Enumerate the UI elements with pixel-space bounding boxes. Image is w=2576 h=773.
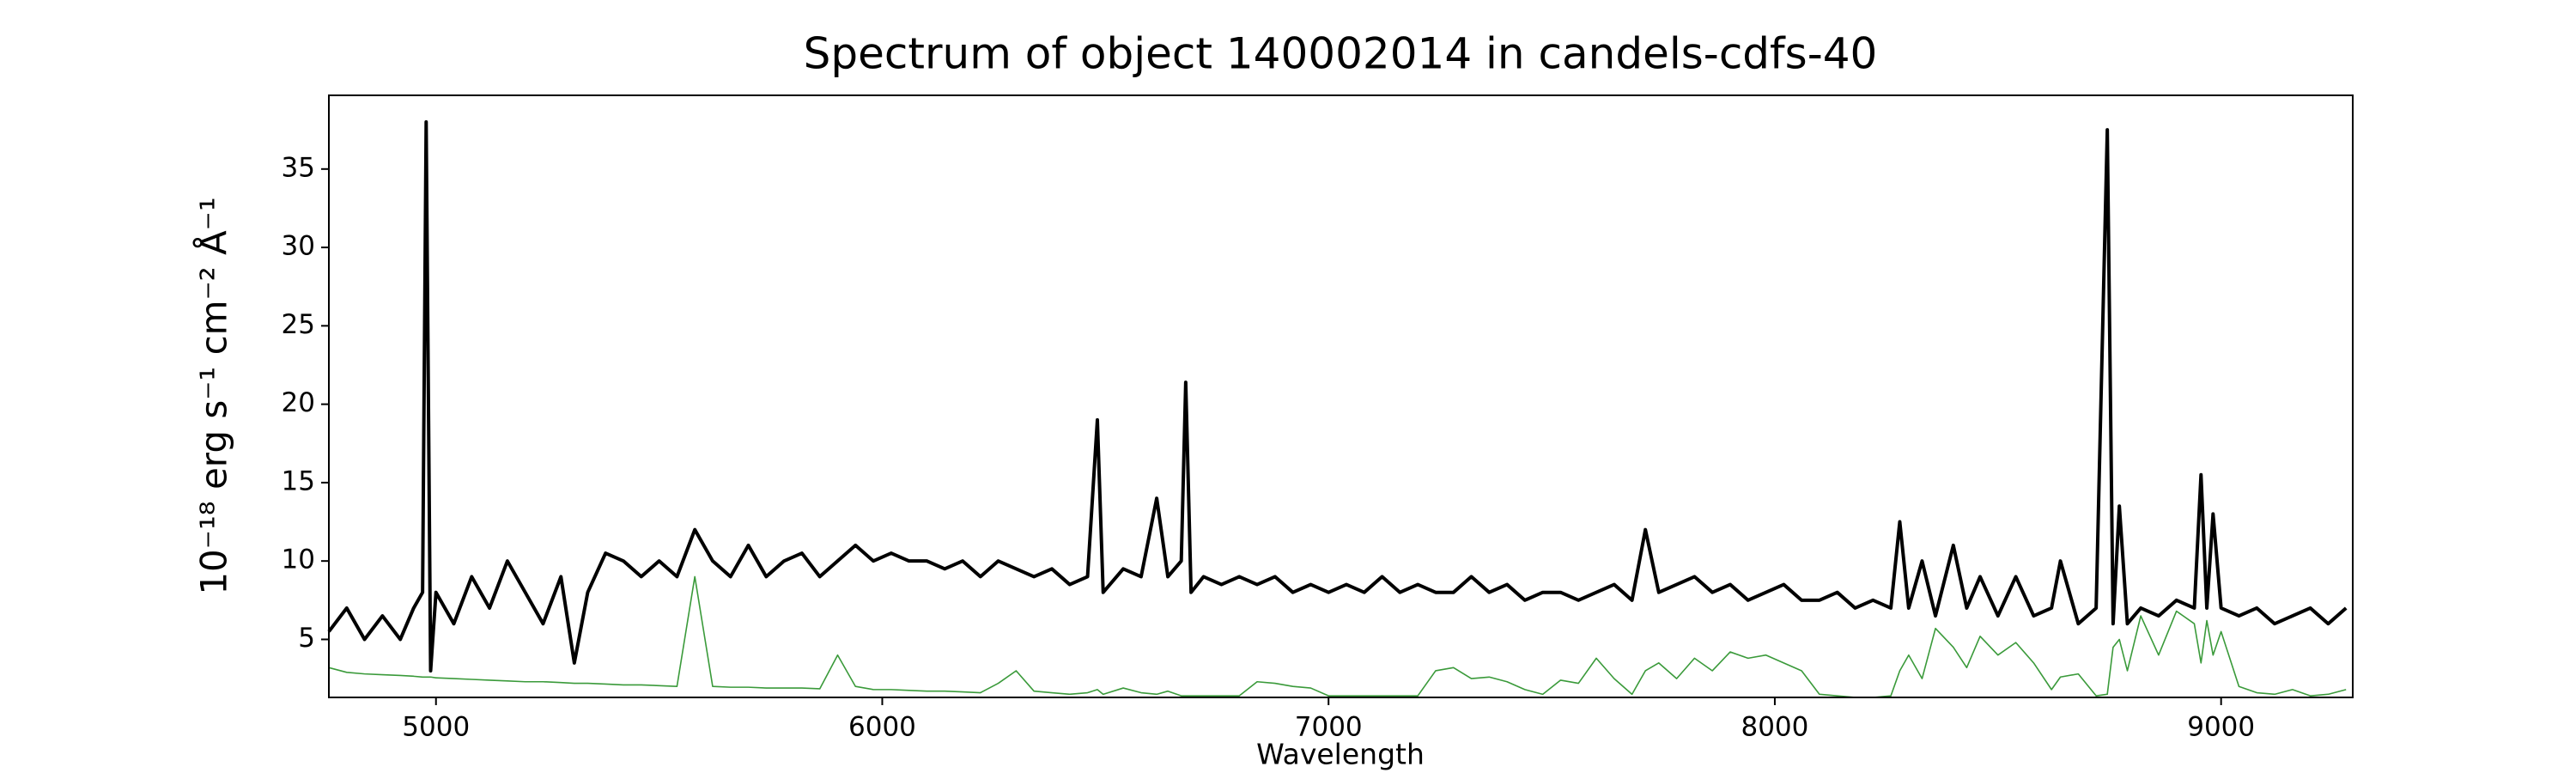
x-tick-label: 5000	[402, 712, 470, 743]
x-tick-label: 6000	[848, 712, 916, 743]
x-axis-label: Wavelength	[1256, 738, 1425, 771]
chart-title: Spectrum of object 140002014 in candels-…	[804, 29, 1878, 79]
spectrum-line	[328, 575, 2347, 698]
x-tick-label: 8000	[1741, 712, 1808, 743]
y-tick-label: 15	[282, 466, 315, 496]
y-tick-label: 5	[298, 623, 315, 654]
y-tick-label: 30	[282, 231, 315, 262]
plot-frame	[328, 94, 2354, 698]
y-axis-label: 10⁻¹⁸ erg s⁻¹ cm⁻² Å⁻¹	[192, 197, 235, 594]
y-tick-label: 10	[282, 545, 315, 575]
y-tick-label: 20	[282, 387, 315, 418]
x-tick-label: 9000	[2187, 712, 2255, 743]
y-tick-label: 35	[282, 152, 315, 183]
x-tick-label: 7000	[1295, 712, 1363, 743]
y-tick-label: 25	[282, 309, 315, 340]
spectrum-line	[327, 120, 2348, 673]
